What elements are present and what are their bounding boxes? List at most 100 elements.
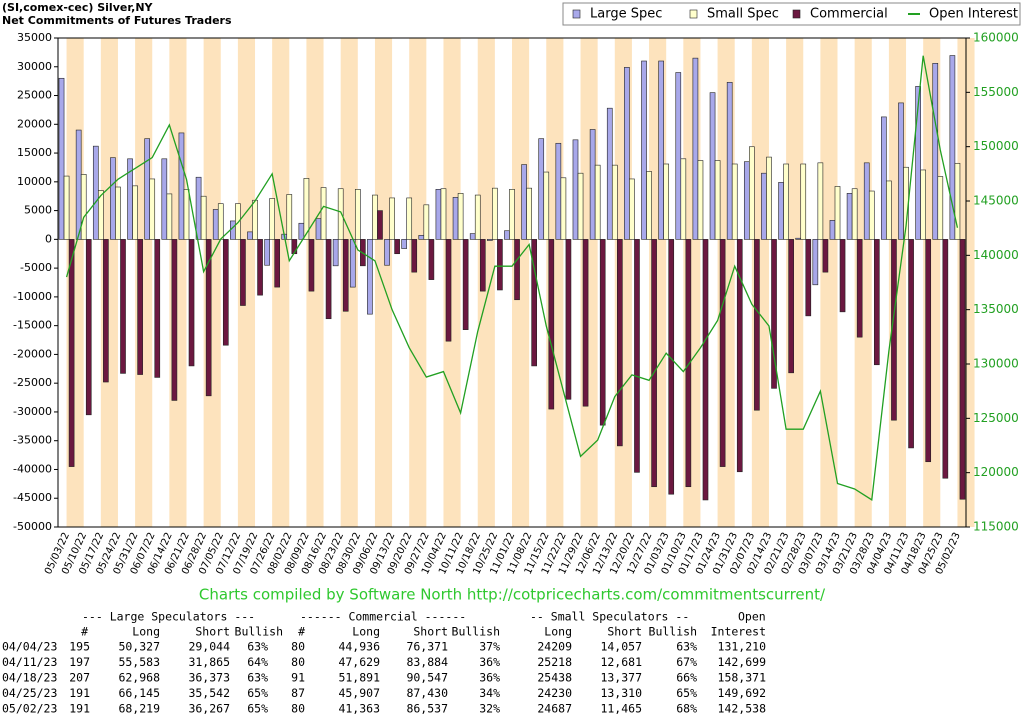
bar (445, 239, 452, 342)
table-cell: 149,692 (718, 686, 766, 700)
table-group: ------ Commercial ------ (300, 610, 466, 624)
table-cell: 142,538 (718, 702, 767, 715)
table-cell: 51,891 (338, 671, 380, 685)
y2-tick-label: 145000 (973, 194, 1019, 208)
bar (543, 171, 550, 240)
plot-frame (57, 37, 967, 528)
bar (298, 222, 305, 240)
bar (411, 239, 418, 273)
table-cell: 142,699 (718, 655, 767, 669)
bar (394, 239, 400, 255)
legend-label: Large Spec (590, 7, 662, 22)
bar (178, 132, 185, 240)
bar (766, 156, 772, 240)
table-cell: 90,547 (406, 671, 448, 685)
table-cell: 35,542 (188, 686, 230, 700)
table-cell: 68,219 (118, 702, 160, 715)
bar (264, 239, 270, 266)
bar (572, 139, 579, 240)
table-cell: 24230 (537, 686, 572, 700)
bar (954, 162, 961, 240)
bar (63, 175, 70, 240)
bar (462, 239, 469, 330)
bar (548, 239, 555, 410)
y-tick-label: 30000 (17, 60, 52, 73)
table-cell: 83,884 (406, 655, 448, 669)
table-cell: 44,936 (338, 640, 380, 654)
table-cell: 55,583 (118, 655, 160, 669)
table-cell: 64% (247, 655, 268, 669)
bar (692, 57, 699, 240)
bar (75, 129, 82, 240)
table-cell: 04/11/23 (2, 655, 57, 669)
legend-marker (689, 9, 698, 19)
table-cell: 63% (247, 671, 268, 685)
stripe (374, 38, 393, 527)
bar (731, 163, 738, 240)
y-tick-label: -5000 (20, 261, 52, 274)
bar (641, 60, 647, 240)
y-tick-label: -15000 (13, 319, 52, 332)
table-header: Bullish (235, 625, 283, 639)
bar (668, 239, 675, 495)
table-cell: 25218 (537, 655, 572, 669)
bar (92, 145, 99, 240)
y2-tick-label: 140000 (973, 248, 1019, 262)
bar (418, 235, 425, 240)
bar (428, 239, 435, 280)
y2-tick-label: 120000 (973, 465, 1019, 479)
bar (594, 164, 601, 240)
bar (217, 203, 224, 240)
table-cell: 63% (247, 640, 268, 654)
table-cell: 80 (291, 655, 305, 669)
bar (800, 163, 807, 240)
stripe (854, 38, 872, 527)
bar (440, 188, 447, 240)
table-cell: 24687 (537, 702, 572, 715)
bar (611, 164, 618, 240)
bar (161, 158, 168, 240)
bar (856, 239, 863, 338)
table-cell: 87,430 (406, 686, 448, 700)
bar (137, 239, 143, 375)
legend-label: Small Spec (707, 7, 779, 22)
bar (469, 233, 476, 240)
bar (937, 176, 944, 240)
bar (188, 239, 195, 367)
bar (354, 189, 361, 240)
bar (497, 239, 503, 291)
table-cell: 14,057 (600, 640, 642, 654)
table-cell: 195 (69, 640, 90, 654)
y-tick-label: 0 (45, 232, 52, 245)
bar (235, 203, 241, 240)
table-cell: 47,629 (338, 655, 380, 669)
bar (555, 142, 562, 240)
bar (719, 239, 726, 467)
y-tick-label: 35000 (17, 31, 52, 44)
legend-marker (792, 9, 801, 19)
stripe (443, 38, 461, 527)
table-header: Interest (711, 625, 766, 639)
table-header: Bullish (452, 625, 500, 639)
bar (303, 178, 310, 240)
y-tick-label: -45000 (13, 491, 52, 504)
table-cell: 31,865 (188, 655, 230, 669)
bar (514, 239, 520, 301)
table-cell: 67% (676, 655, 697, 669)
stripe (237, 38, 256, 527)
stripe (306, 38, 324, 527)
legend-marker (572, 9, 581, 19)
bar (624, 67, 630, 240)
table-cell: 41,363 (338, 702, 380, 715)
table-cell: 13,377 (600, 671, 642, 685)
bar (863, 162, 870, 240)
bar (817, 162, 824, 240)
bar (925, 239, 932, 463)
bar (959, 239, 966, 500)
line-series (65, 55, 959, 501)
bar (749, 146, 755, 240)
bar (736, 239, 743, 473)
bar (342, 239, 349, 312)
table-cell: 12,681 (600, 655, 642, 669)
stripe (512, 38, 530, 527)
